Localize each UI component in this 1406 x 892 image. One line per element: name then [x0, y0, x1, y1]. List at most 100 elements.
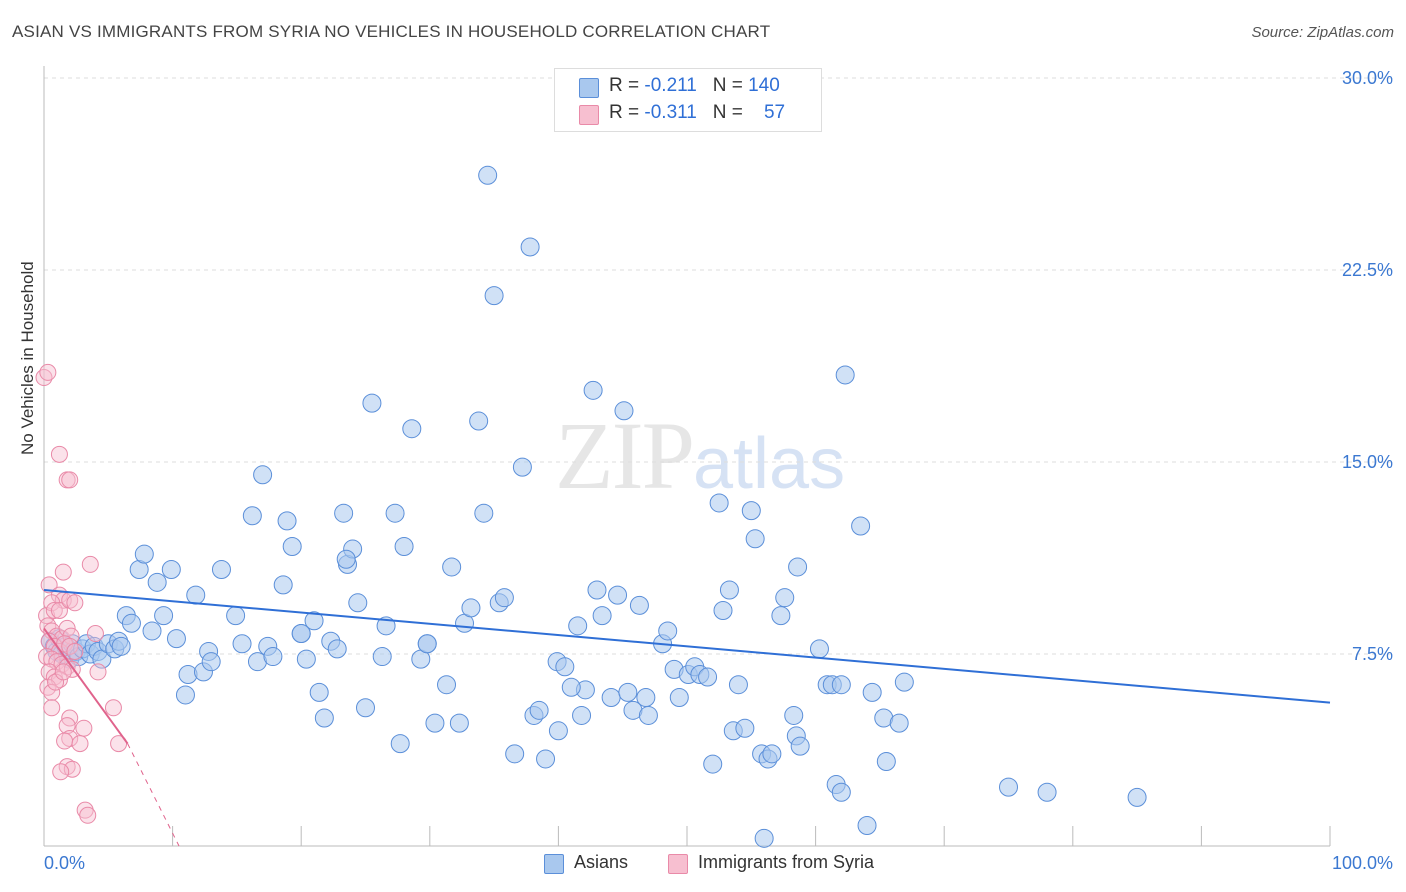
asians-point: [851, 516, 871, 536]
asians-point: [154, 606, 174, 626]
asians-point: [889, 713, 909, 733]
x-tick-label-0: 0.0%: [44, 853, 85, 873]
bottom-syria-label: Immigrants from Syria: [698, 852, 875, 872]
syria-point: [50, 601, 68, 619]
asians-point: [876, 752, 896, 772]
asians-point: [484, 286, 504, 306]
asians-point: [425, 713, 445, 733]
asians-point: [505, 744, 525, 764]
syria-point: [40, 576, 58, 594]
syria-swatch: [579, 105, 599, 125]
asians-point: [282, 536, 302, 556]
asians-point: [474, 503, 494, 523]
asians-point: [862, 682, 882, 702]
asians-point: [161, 560, 181, 580]
asians-point: [784, 705, 804, 725]
syria-point: [56, 732, 74, 750]
asians-point: [348, 593, 368, 613]
asians-point: [442, 557, 462, 577]
asians-point: [831, 782, 851, 802]
asians-point: [762, 744, 782, 764]
asians-point: [512, 457, 532, 477]
asians-point: [568, 616, 588, 636]
asians-point: [334, 503, 354, 523]
y-tick-label-1: 15.0%: [1342, 452, 1393, 472]
gridlines: [44, 77, 1394, 655]
legend-syria-text: R = -0.311 N = 57: [609, 102, 785, 124]
asians-point: [831, 675, 851, 695]
asians-point: [390, 734, 410, 754]
asians-point: [771, 606, 791, 626]
asians-point: [703, 754, 723, 774]
watermark-atlas: atlas: [693, 424, 846, 504]
asians-point: [336, 549, 356, 569]
asians-points: [40, 165, 1147, 848]
asians-point: [636, 688, 656, 708]
asians-point: [520, 237, 540, 257]
asians-point: [372, 647, 392, 667]
syria-point: [39, 363, 57, 381]
syria-point: [61, 729, 79, 747]
asians-point: [790, 736, 810, 756]
asians-point: [242, 506, 262, 526]
asians-point: [754, 828, 774, 848]
syria-point: [54, 563, 72, 581]
asians-point: [111, 636, 131, 656]
asians-point: [437, 675, 457, 695]
asians-point: [709, 493, 729, 513]
asians-point: [835, 365, 855, 385]
trend-lines: [43, 589, 1331, 847]
syria-point: [61, 637, 79, 655]
syria-point: [50, 445, 68, 463]
syria-trend-line: [43, 627, 129, 745]
syria-point: [79, 806, 97, 824]
syria-point: [89, 663, 107, 681]
syria-point: [45, 601, 63, 619]
asians-point: [555, 657, 575, 677]
asians-swatch: [579, 78, 599, 98]
asians-point: [253, 465, 273, 485]
legend-syria-n-label: N =: [712, 102, 743, 123]
asians-point: [211, 560, 231, 580]
asians-point: [608, 585, 628, 605]
asians-point: [296, 649, 316, 669]
legend-asians-n-label: N =: [712, 75, 743, 96]
asians-point: [614, 401, 634, 421]
asians-point: [583, 380, 603, 400]
asians-point: [142, 621, 162, 641]
syria-point: [71, 735, 89, 753]
asians-point: [1037, 782, 1057, 802]
bottom-syria-swatch: [668, 854, 688, 874]
asians-point: [857, 816, 877, 836]
asians-point: [449, 713, 469, 733]
asians-point: [494, 588, 514, 608]
syria-point: [43, 683, 61, 701]
asians-point: [894, 672, 914, 692]
asians-point: [273, 575, 293, 595]
asians-point: [592, 606, 612, 626]
asians-point: [309, 682, 329, 702]
syria-point: [52, 763, 70, 781]
bottom-asians-swatch: [544, 854, 564, 874]
asians-point: [587, 580, 607, 600]
asians-point: [638, 705, 658, 725]
legend-asians-text: R = -0.211 N = 140: [609, 75, 780, 97]
correlation-legend: R = -0.211 N = 140 R = -0.311 N = 57: [554, 68, 822, 132]
syria-point: [104, 699, 122, 717]
legend-syria-r-label: R =: [609, 102, 640, 123]
asians-point: [601, 688, 621, 708]
syria-point: [54, 663, 72, 681]
asians-point: [402, 419, 422, 439]
syria-point: [61, 471, 79, 489]
asians-point: [327, 639, 347, 659]
syria-point: [75, 719, 93, 737]
y-tick-label-3: 30.0%: [1342, 68, 1393, 88]
legend-asians-r-value: -0.211: [644, 75, 697, 96]
syria-point: [43, 650, 61, 668]
asians-point: [121, 613, 141, 633]
asians-point: [658, 621, 678, 641]
asians-point: [669, 688, 689, 708]
asians-point: [728, 675, 748, 695]
asians-point: [356, 698, 375, 718]
